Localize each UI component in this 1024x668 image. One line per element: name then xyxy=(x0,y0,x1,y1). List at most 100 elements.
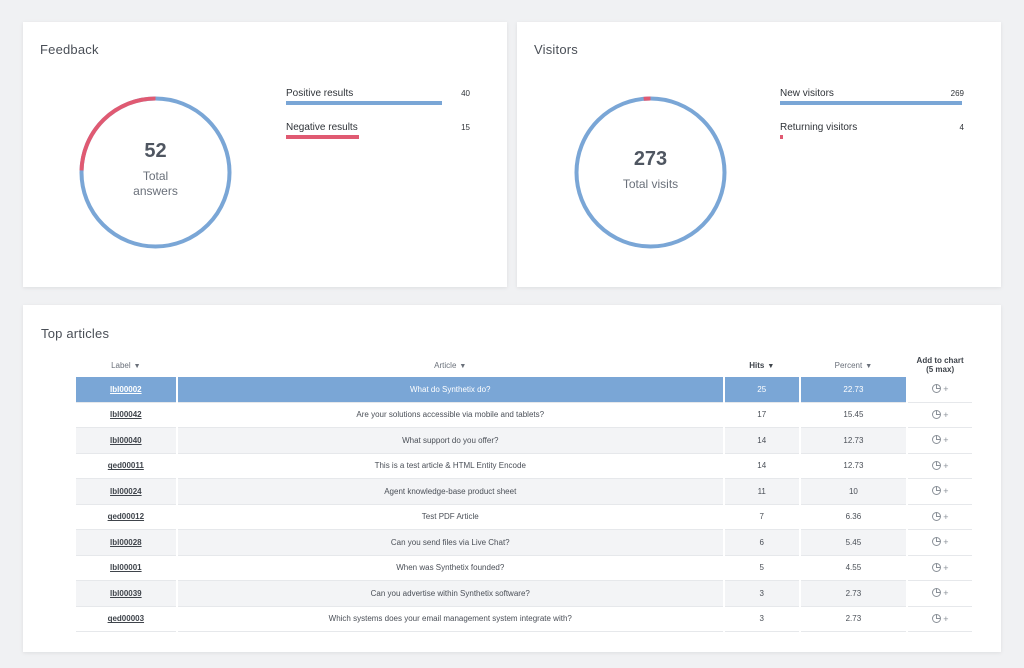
cell-label[interactable]: lbl00028 xyxy=(76,530,176,556)
article-label-link[interactable]: lbl00028 xyxy=(110,537,142,547)
table-row[interactable]: lbl00024 Agent knowledge-base product she… xyxy=(76,479,972,505)
cell-label[interactable]: lbl00040 xyxy=(76,428,176,454)
cell-add-to-chart[interactable]: + xyxy=(908,454,972,479)
feedback-positive-arc xyxy=(79,96,232,249)
add-to-chart-button[interactable]: + xyxy=(931,537,949,548)
table-row[interactable]: lbl00039 Can you advertise within Synthet… xyxy=(76,581,972,607)
cell-article: This is a test article & HTML Entity Enc… xyxy=(177,454,723,479)
feedback-legend: Positive results 40 Negative results 15 xyxy=(286,88,476,156)
add-to-chart-button[interactable]: + xyxy=(931,613,948,624)
pie-chart-icon xyxy=(931,588,941,598)
article-label-link[interactable]: qed00012 xyxy=(107,512,145,522)
cell-add-to-chart[interactable]: + xyxy=(908,581,972,607)
legend-positive-bar xyxy=(286,101,442,105)
cell-label[interactable]: lbl00002 xyxy=(76,377,176,403)
cell-hits: 3 xyxy=(724,581,799,607)
column-header-hits[interactable]: Hits ▼ xyxy=(725,353,799,377)
cell-add-to-chart[interactable]: + xyxy=(908,505,972,530)
column-header-add-to-chart: Add to chart (5 max) xyxy=(908,353,972,377)
cell-label[interactable]: lbl00001 xyxy=(76,556,176,581)
legend-new-bar xyxy=(780,101,962,105)
visitors-card: Visitors 273 Total visits New visitors 2… xyxy=(517,22,1001,287)
cell-add-to-chart[interactable]: + xyxy=(908,403,972,428)
add-to-chart-button[interactable]: + xyxy=(931,409,949,420)
article-label-link[interactable]: lbl00040 xyxy=(110,435,142,445)
cell-add-to-chart[interactable]: + xyxy=(908,479,972,505)
table-body: lbl00002 What do Synthetix do? 25 22.73 + lb… xyxy=(76,377,972,632)
cell-label[interactable]: qed00011 xyxy=(76,454,176,479)
plus-icon: + xyxy=(943,486,949,497)
feedback-total-label: Total answers xyxy=(133,169,178,198)
cell-add-to-chart[interactable]: + xyxy=(908,556,972,581)
sort-caret-icon: ▼ xyxy=(865,362,873,370)
article-label-link[interactable]: lbl00039 xyxy=(110,588,142,598)
legend-positive-value: 40 xyxy=(461,89,470,98)
feedback-negative-arc xyxy=(79,96,156,171)
feedback-donut-chart: 52 Total answers xyxy=(79,96,232,249)
table-row[interactable]: lbl00040 What support do you offer? 14 12.7… xyxy=(76,428,972,454)
cell-hits: 3 xyxy=(724,607,799,632)
legend-negative-value: 15 xyxy=(461,123,470,132)
cell-percent: 12.73 xyxy=(800,428,907,454)
add-to-chart-button[interactable]: + xyxy=(931,562,949,573)
plus-icon: + xyxy=(943,537,949,548)
add-to-chart-button[interactable]: + xyxy=(931,486,949,497)
cell-add-to-chart[interactable]: + xyxy=(908,607,972,632)
table-row[interactable]: lbl00042 Are your solutions accessible vi… xyxy=(76,403,972,428)
table-row[interactable]: qed00012 Test PDF Article 7 6.36 + xyxy=(76,505,972,530)
table-row[interactable]: lbl00028 Can you send files via Live Chat… xyxy=(76,530,972,556)
cell-add-to-chart[interactable]: + xyxy=(908,530,972,556)
cell-hits: 7 xyxy=(724,505,799,530)
article-label-link[interactable]: lbl00001 xyxy=(110,563,142,573)
add-to-chart-button[interactable]: + xyxy=(931,588,948,598)
cell-add-to-chart[interactable]: + xyxy=(908,428,972,454)
legend-negative-label: Negative results xyxy=(286,122,358,133)
visitors-donut-center: 273 Total visits xyxy=(574,96,727,249)
cell-label[interactable]: lbl00042 xyxy=(76,403,176,428)
add-to-chart-button[interactable]: + xyxy=(931,511,948,522)
article-label-link[interactable]: lbl00042 xyxy=(110,410,142,420)
visitors-legend: New visitors 269 Returning visitors 4 xyxy=(780,88,970,156)
column-header-percent-text: Percent xyxy=(834,360,863,370)
table-row[interactable]: lbl00001 When was Synthetix founded? 5 4.55… xyxy=(76,556,972,581)
cell-add-to-chart[interactable]: + xyxy=(908,377,972,403)
table-row[interactable]: qed00011 This is a test article & HTML En… xyxy=(76,454,972,479)
sort-caret-icon: ▼ xyxy=(459,362,467,370)
pie-chart-icon xyxy=(931,537,941,547)
plus-icon: + xyxy=(943,409,949,420)
article-label-link[interactable]: lbl00002 xyxy=(110,384,142,394)
feedback-donut-center: 52 Total answers xyxy=(79,96,232,249)
add-to-chart-button[interactable]: + xyxy=(931,384,948,394)
cell-percent: 2.73 xyxy=(800,581,907,607)
column-header-percent[interactable]: Percent ▼ xyxy=(801,353,907,377)
plus-icon: + xyxy=(943,562,949,573)
table-header-row: Label ▼ Article ▼ Hits ▼ Percent ▼ Add to ch… xyxy=(76,353,972,377)
add-to-chart-button[interactable]: + xyxy=(931,435,949,446)
top-articles-title: Top articles xyxy=(41,326,110,341)
cell-label[interactable]: lbl00024 xyxy=(76,479,176,505)
cell-label[interactable]: qed00012 xyxy=(76,505,176,530)
table-row[interactable]: lbl00002 What do Synthetix do? 25 22.73 + xyxy=(76,377,972,403)
cell-percent: 12.73 xyxy=(800,454,907,479)
column-header-label[interactable]: Label ▼ xyxy=(76,353,176,377)
cell-article: Agent knowledge-base product sheet xyxy=(177,479,723,505)
legend-negative: Negative results 15 xyxy=(286,122,476,156)
plus-icon: + xyxy=(943,435,949,446)
legend-new-value: 269 xyxy=(950,89,964,98)
article-label-link[interactable]: qed00003 xyxy=(107,614,145,624)
visitors-title: Visitors xyxy=(534,42,578,57)
article-label-link[interactable]: qed00011 xyxy=(107,461,144,471)
add-to-chart-button[interactable]: + xyxy=(931,460,948,471)
visitors-donut-svg xyxy=(574,96,727,249)
legend-new-label: New visitors xyxy=(780,88,834,99)
visitors-donut-chart: 273 Total visits xyxy=(574,96,727,249)
table-row[interactable]: qed00003 Which systems does your email ma… xyxy=(76,607,972,632)
cell-label[interactable]: lbl00039 xyxy=(76,581,176,607)
article-label-link[interactable]: lbl00024 xyxy=(110,486,142,496)
sort-caret-icon: ▼ xyxy=(767,362,775,370)
legend-positive: Positive results 40 xyxy=(286,88,476,122)
cell-hits: 14 xyxy=(724,428,799,454)
cell-label[interactable]: qed00003 xyxy=(76,607,176,632)
column-header-article[interactable]: Article ▼ xyxy=(178,353,723,377)
pie-chart-icon xyxy=(931,486,941,496)
